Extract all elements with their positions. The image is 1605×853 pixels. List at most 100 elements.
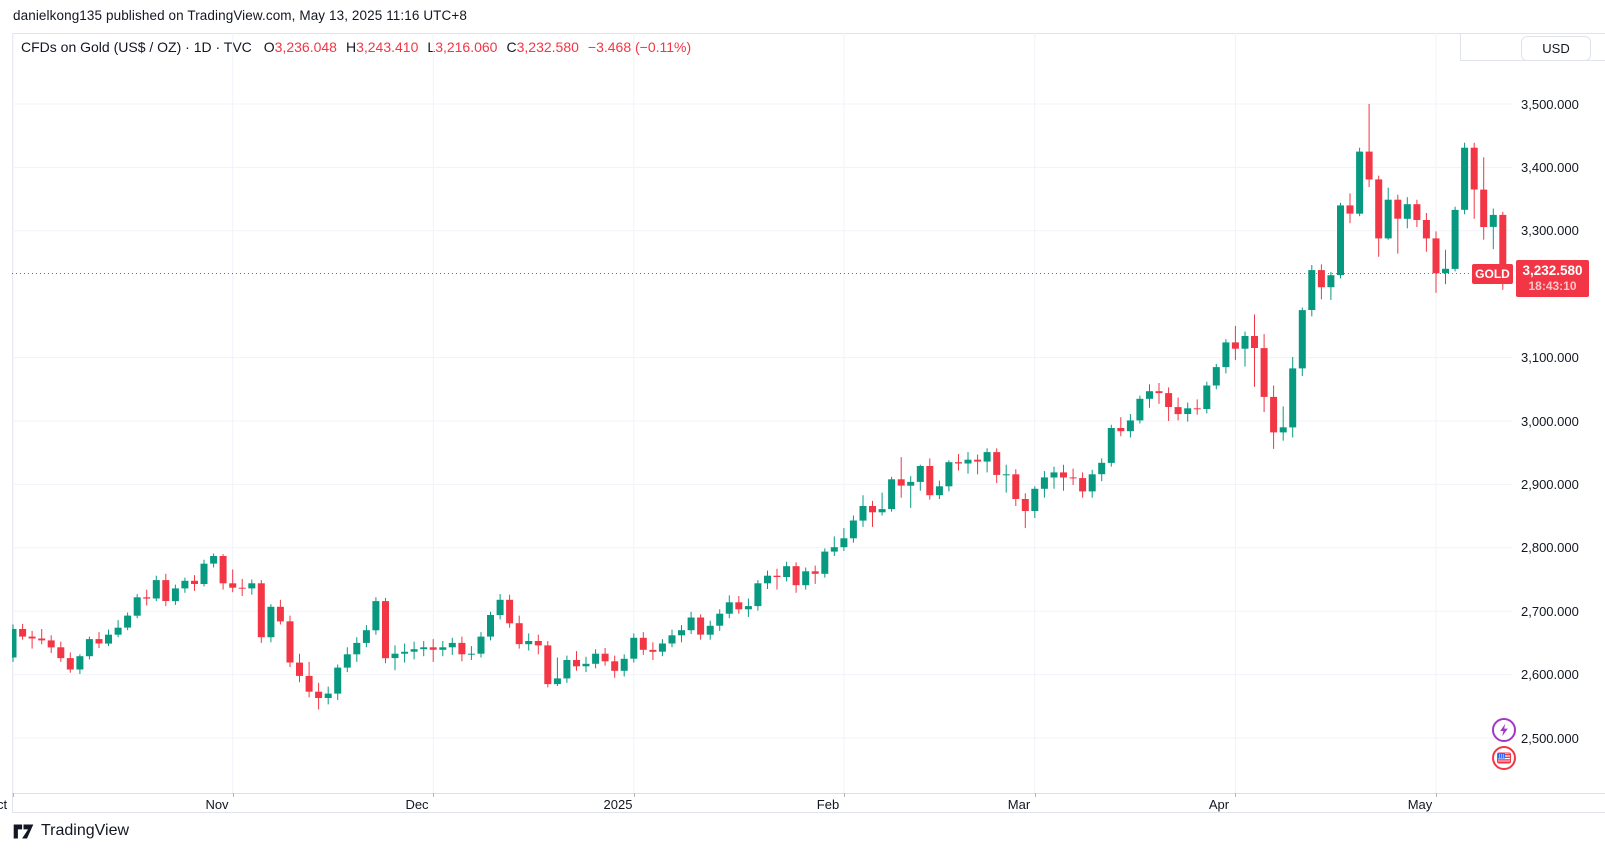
candle-body (840, 538, 848, 548)
candle-body (821, 551, 829, 574)
price-axis-label: 2,600.000 (1521, 667, 1579, 682)
candle-body (1021, 499, 1029, 511)
candle-body (1432, 238, 1440, 274)
candle-body (1241, 336, 1249, 349)
candle-body (773, 575, 781, 577)
price-axis-label: 3,300.000 (1521, 223, 1579, 238)
candle-body (1050, 472, 1058, 478)
candle-body (553, 678, 561, 685)
candle-body (1308, 270, 1316, 310)
candle-body (802, 571, 810, 586)
candle-body (296, 662, 303, 676)
candle-body (1442, 268, 1449, 274)
month-tick (1035, 793, 1036, 797)
price-axis-label: 3,500.000 (1521, 97, 1579, 112)
candle-body (582, 663, 590, 667)
candle-body (926, 466, 934, 496)
candle-body (869, 506, 876, 513)
lightning-icon (1500, 723, 1508, 737)
candle-body (668, 635, 676, 644)
symbol-legend[interactable]: CFDs on Gold (US$ / OZ) · 1D · TVC O3,23… (21, 39, 691, 55)
candle-body (1184, 408, 1192, 414)
candle-body (725, 602, 733, 614)
candle-body (1470, 147, 1478, 190)
candle-body (401, 651, 409, 654)
price-axis-label: 2,900.000 (1521, 477, 1579, 492)
tradingview-attribution[interactable]: TradingView (13, 822, 129, 840)
candle-body (878, 509, 886, 513)
candle-body (658, 643, 666, 652)
candle-body (611, 661, 619, 671)
time-axis-line (12, 793, 1605, 794)
candle-body (248, 583, 256, 589)
candle-body (945, 462, 953, 487)
candle-body (1165, 393, 1173, 407)
month-tick (844, 793, 845, 797)
candle-body (573, 660, 580, 667)
candle-body (238, 587, 246, 589)
candle-body (1403, 204, 1411, 219)
candle-body (353, 642, 361, 655)
candle-body (439, 647, 447, 650)
candle-body (410, 649, 418, 652)
candle-body (1012, 474, 1020, 499)
candle-body (229, 583, 237, 588)
candle-body (1193, 408, 1201, 410)
candle-body (1337, 205, 1344, 276)
candle-body (38, 638, 46, 641)
candle-body (1079, 478, 1087, 492)
candle-body (467, 653, 475, 655)
candle-body (315, 691, 323, 698)
candle-body (143, 597, 151, 599)
price-axis-label: 2,500.000 (1521, 731, 1579, 746)
gold-symbol-tag: GOLD (1472, 264, 1513, 284)
candle-body (534, 641, 542, 646)
candle-body (391, 653, 399, 659)
price-axis-label: 3,100.000 (1521, 350, 1579, 365)
candle-body (506, 599, 514, 624)
candle-body (276, 606, 284, 622)
candle-body (563, 660, 571, 679)
month-tick (1436, 793, 1437, 797)
candle-body (1289, 368, 1297, 428)
candle-body (210, 556, 218, 564)
lightning-badge[interactable] (1492, 718, 1516, 742)
tradingview-logo-icon (13, 824, 34, 838)
candle-body (849, 520, 857, 539)
candle-body (1480, 189, 1488, 227)
candle-body (1203, 385, 1211, 409)
widget-bottom-border (12, 812, 1605, 813)
candle-body (200, 563, 208, 584)
candle-body (1088, 474, 1096, 492)
candle-body (744, 606, 752, 610)
ohlc-high: H3,243.410 (345, 39, 419, 55)
us-flag-event-badge[interactable] (1492, 746, 1516, 770)
candle-body (1212, 367, 1220, 386)
candle-body (1375, 179, 1383, 239)
month-tick (634, 793, 635, 797)
candle-body (66, 658, 74, 670)
candle-body (983, 452, 991, 462)
axis-header-divider (1460, 34, 1461, 60)
currency-button[interactable]: USD (1521, 36, 1591, 61)
candle-body (171, 588, 179, 602)
candle-body (114, 627, 122, 635)
candle-body (191, 580, 198, 584)
candle-body (105, 634, 112, 644)
candle-body (888, 479, 896, 510)
candle-body (1126, 420, 1134, 432)
month-label: May (1407, 797, 1433, 812)
ohlc-low: L3,216.060 (427, 39, 498, 55)
candle-body (1031, 488, 1039, 511)
month-tick (13, 793, 14, 797)
candle-body (458, 642, 466, 655)
candle-body (1098, 462, 1106, 475)
month-tick (433, 793, 434, 797)
us-flag-icon (1497, 752, 1511, 764)
candle-body (1317, 270, 1325, 288)
last-price-value: 3,232.580 (1522, 263, 1583, 278)
candle-body (1231, 342, 1239, 349)
candle-body (382, 601, 389, 659)
